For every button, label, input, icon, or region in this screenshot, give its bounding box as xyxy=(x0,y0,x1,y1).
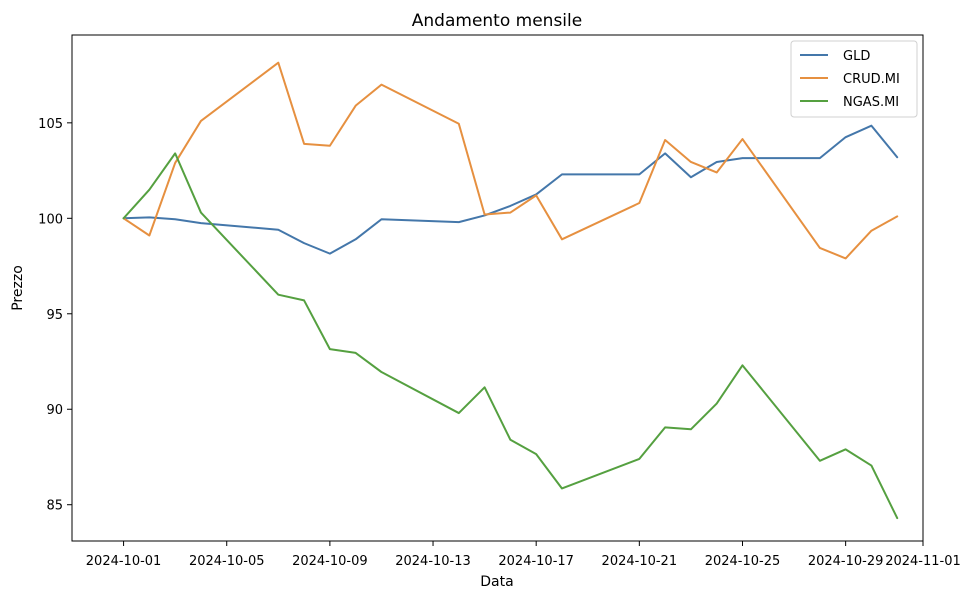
x-tick-label: 2024-10-05 xyxy=(189,554,265,569)
x-tick-label: 2024-10-13 xyxy=(395,554,471,569)
x-axis: 2024-10-01 2024-10-05 2024-10-09 2024-10-13… xyxy=(86,541,961,569)
legend-label: CRUD.MI xyxy=(843,72,900,87)
legend-label: NGAS.MI xyxy=(843,95,899,110)
chart-title: Andamento mensile xyxy=(412,11,582,31)
x-axis-title: Data xyxy=(480,574,513,590)
series-lines xyxy=(122,61,899,520)
series-line-gld xyxy=(122,124,899,255)
x-tick-label: 2024-10-29 xyxy=(808,554,884,569)
x-tick-label: 2024-10-17 xyxy=(498,554,574,569)
legend: GLD CRUD.MI NGAS.MI xyxy=(790,40,918,118)
x-tick-label: 2024-10-09 xyxy=(292,554,368,569)
y-tick-label: 95 xyxy=(46,308,63,323)
y-tick-label: 90 xyxy=(46,403,63,418)
legend-box xyxy=(790,40,918,118)
y-tick-label: 85 xyxy=(46,499,63,514)
y-tick-label: 105 xyxy=(38,117,63,132)
y-tick-label: 100 xyxy=(38,212,63,227)
plot-area-frame xyxy=(71,34,924,542)
x-tick-label: 2024-10-21 xyxy=(602,554,678,569)
series-line-ngas-mi xyxy=(122,152,899,520)
x-tick-label: 2024-11-01 xyxy=(885,554,961,569)
y-axis-title: Prezzo xyxy=(10,265,26,311)
x-tick-label: 2024-10-25 xyxy=(705,554,781,569)
x-tick-label: 2024-10-01 xyxy=(86,554,162,569)
y-axis: 85 90 95 100 105 xyxy=(38,117,72,514)
legend-label: GLD xyxy=(843,49,870,64)
series-line-crud-mi xyxy=(122,61,899,260)
